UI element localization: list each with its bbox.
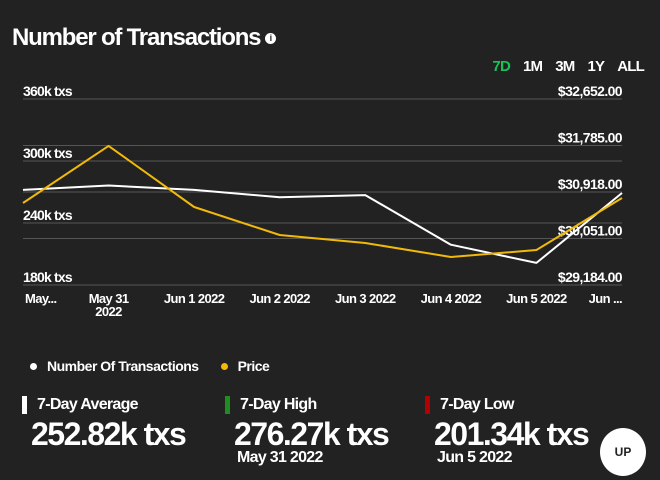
range-3m[interactable]: 3M xyxy=(555,58,575,75)
range-1m[interactable]: 1M xyxy=(522,58,543,75)
average-value: 252.82k txs xyxy=(31,416,187,452)
x-tick-label: Jun 5 2022 xyxy=(506,291,567,306)
y-left-tick-label: 360k txs xyxy=(23,83,73,99)
low-marker xyxy=(425,396,430,414)
line-chart: $29,184.00$30,051.00$30,918.00$31,785.00… xyxy=(22,83,623,319)
x-tick-label: Jun ... xyxy=(589,291,622,306)
legend-label-transactions: Number Of Transactions xyxy=(47,358,199,374)
x-tick-label: Jun 4 2022 xyxy=(421,291,482,306)
y-left-tick-label: 180k txs xyxy=(23,269,73,285)
x-tick-label: Jun 3 2022 xyxy=(335,291,396,306)
average-marker xyxy=(22,396,27,414)
low-label: 7-Day Low xyxy=(440,396,514,413)
stat-average: 7-Day Average 252.82k txs xyxy=(22,396,187,453)
x-tick-label: May... xyxy=(25,291,57,306)
y-left-tick-label: 240k txs xyxy=(23,207,73,223)
scroll-up-button[interactable]: UP xyxy=(600,428,646,476)
legend-item-price[interactable]: Price xyxy=(220,358,270,374)
low-date: Jun 5 2022 xyxy=(437,449,513,466)
range-all[interactable]: ALL xyxy=(617,58,645,75)
legend-dot-transactions xyxy=(30,362,37,370)
y-right-tick-label: $31,785.00 xyxy=(558,130,623,146)
legend: Number Of Transactions Price xyxy=(30,358,270,374)
high-marker xyxy=(225,396,230,414)
low-value: 201.34k txs xyxy=(434,416,590,452)
high-label: 7-Day High xyxy=(240,396,317,413)
x-tick-label: 2022 xyxy=(95,304,122,319)
legend-item-transactions[interactable]: Number Of Transactions xyxy=(30,358,199,374)
info-icon[interactable]: i xyxy=(265,32,277,44)
x-tick-label: Jun 2 2022 xyxy=(249,291,310,306)
range-selector: 7D 1M 3M 1Y ALL xyxy=(492,58,644,75)
range-1y[interactable]: 1Y xyxy=(587,58,605,75)
high-date: May 31 2022 xyxy=(237,449,323,466)
y-left-tick-label: 300k txs xyxy=(23,145,73,161)
x-tick-label: Jun 1 2022 xyxy=(164,291,225,306)
stat-high: 7-Day High 276.27k txs May 31 2022 xyxy=(225,396,390,467)
transactions-line xyxy=(22,184,623,264)
stat-low: 7-Day Low 201.34k txs Jun 5 2022 xyxy=(425,396,590,467)
y-right-tick-label: $29,184.00 xyxy=(558,269,623,285)
average-label: 7-Day Average xyxy=(37,396,139,413)
legend-dot-price xyxy=(220,362,228,370)
x-tick-label: May 31 xyxy=(89,291,129,306)
range-7d[interactable]: 7D xyxy=(492,58,510,75)
chart-title: Number of Transactions i xyxy=(12,24,277,52)
y-right-tick-label: $30,918.00 xyxy=(558,176,623,192)
y-right-tick-label: $32,652.00 xyxy=(558,83,623,99)
price-line xyxy=(22,144,623,258)
chart-title-text: Number of Transactions xyxy=(12,24,262,51)
high-value: 276.27k txs xyxy=(234,416,390,452)
legend-label-price: Price xyxy=(237,358,270,374)
